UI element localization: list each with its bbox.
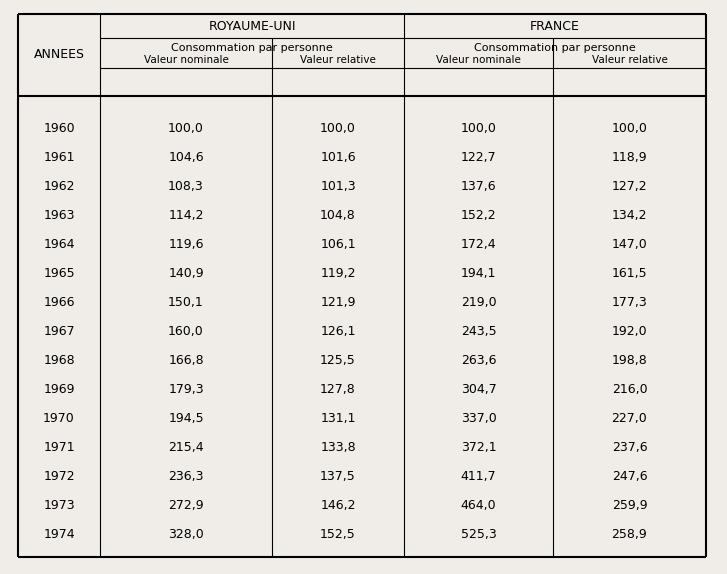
Text: 146,2: 146,2 [321, 499, 356, 512]
Text: 100,0: 100,0 [461, 122, 497, 135]
Text: 1971: 1971 [43, 441, 75, 454]
Text: 127,2: 127,2 [611, 180, 647, 193]
Text: 1960: 1960 [43, 122, 75, 135]
Text: 126,1: 126,1 [321, 325, 356, 338]
Text: 1969: 1969 [43, 383, 75, 396]
Text: 152,5: 152,5 [320, 528, 356, 541]
Text: Consommation par personne: Consommation par personne [474, 43, 636, 53]
Text: Valeur relative: Valeur relative [592, 55, 667, 65]
Text: 272,9: 272,9 [168, 499, 204, 512]
Text: 263,6: 263,6 [461, 354, 497, 367]
Text: 1968: 1968 [43, 354, 75, 367]
Text: 304,7: 304,7 [461, 383, 497, 396]
Text: 100,0: 100,0 [320, 122, 356, 135]
Text: 1961: 1961 [43, 151, 75, 164]
Text: 101,6: 101,6 [320, 151, 356, 164]
Text: 243,5: 243,5 [461, 325, 497, 338]
Text: ANNEES: ANNEES [33, 48, 84, 61]
Text: 150,1: 150,1 [168, 296, 204, 309]
Text: 122,7: 122,7 [461, 151, 497, 164]
Text: 119,6: 119,6 [168, 238, 204, 251]
Text: 1972: 1972 [43, 470, 75, 483]
Text: 372,1: 372,1 [461, 441, 497, 454]
Text: Valeur nominale: Valeur nominale [436, 55, 521, 65]
Text: 236,3: 236,3 [168, 470, 204, 483]
Text: 1963: 1963 [43, 209, 75, 222]
Text: 106,1: 106,1 [320, 238, 356, 251]
Text: 1962: 1962 [43, 180, 75, 193]
Text: FRANCE: FRANCE [530, 20, 580, 33]
Text: 118,9: 118,9 [611, 151, 647, 164]
Text: 1973: 1973 [43, 499, 75, 512]
Text: 247,6: 247,6 [611, 470, 647, 483]
Text: 100,0: 100,0 [168, 122, 204, 135]
Text: 1970: 1970 [43, 412, 75, 425]
Text: 194,5: 194,5 [168, 412, 204, 425]
Text: 525,3: 525,3 [461, 528, 497, 541]
Text: 227,0: 227,0 [611, 412, 647, 425]
Text: Valeur relative: Valeur relative [300, 55, 376, 65]
Text: 137,5: 137,5 [320, 470, 356, 483]
Text: 101,3: 101,3 [320, 180, 356, 193]
Text: 134,2: 134,2 [611, 209, 647, 222]
Text: 172,4: 172,4 [461, 238, 497, 251]
Text: 1967: 1967 [43, 325, 75, 338]
Text: 215,4: 215,4 [168, 441, 204, 454]
Text: 192,0: 192,0 [611, 325, 647, 338]
Text: 237,6: 237,6 [611, 441, 647, 454]
Text: 1974: 1974 [43, 528, 75, 541]
Text: 216,0: 216,0 [611, 383, 647, 396]
Text: 147,0: 147,0 [611, 238, 647, 251]
Text: 137,6: 137,6 [461, 180, 497, 193]
Text: 464,0: 464,0 [461, 499, 497, 512]
Text: 104,8: 104,8 [320, 209, 356, 222]
Text: 100,0: 100,0 [611, 122, 648, 135]
Text: 1965: 1965 [43, 267, 75, 280]
Text: 198,8: 198,8 [611, 354, 647, 367]
Text: 258,9: 258,9 [611, 528, 647, 541]
Text: 127,8: 127,8 [320, 383, 356, 396]
Text: 125,5: 125,5 [320, 354, 356, 367]
Text: 131,1: 131,1 [321, 412, 356, 425]
Text: 194,1: 194,1 [461, 267, 497, 280]
Text: 1964: 1964 [43, 238, 75, 251]
Text: 140,9: 140,9 [168, 267, 204, 280]
Text: 161,5: 161,5 [611, 267, 647, 280]
Text: 177,3: 177,3 [611, 296, 647, 309]
Text: 160,0: 160,0 [168, 325, 204, 338]
Text: 179,3: 179,3 [168, 383, 204, 396]
Text: Consommation par personne: Consommation par personne [171, 43, 333, 53]
Text: 411,7: 411,7 [461, 470, 497, 483]
Text: 259,9: 259,9 [611, 499, 647, 512]
Text: 133,8: 133,8 [320, 441, 356, 454]
Text: 104,6: 104,6 [168, 151, 204, 164]
Text: 328,0: 328,0 [168, 528, 204, 541]
Text: 219,0: 219,0 [461, 296, 497, 309]
Text: 119,2: 119,2 [321, 267, 356, 280]
Text: 108,3: 108,3 [168, 180, 204, 193]
Text: ROYAUME-UNI: ROYAUME-UNI [208, 20, 296, 33]
Text: 114,2: 114,2 [168, 209, 204, 222]
Text: 1966: 1966 [43, 296, 75, 309]
Text: 166,8: 166,8 [168, 354, 204, 367]
Text: 152,2: 152,2 [461, 209, 497, 222]
Text: Valeur nominale: Valeur nominale [143, 55, 228, 65]
Text: 337,0: 337,0 [461, 412, 497, 425]
Text: 121,9: 121,9 [321, 296, 356, 309]
